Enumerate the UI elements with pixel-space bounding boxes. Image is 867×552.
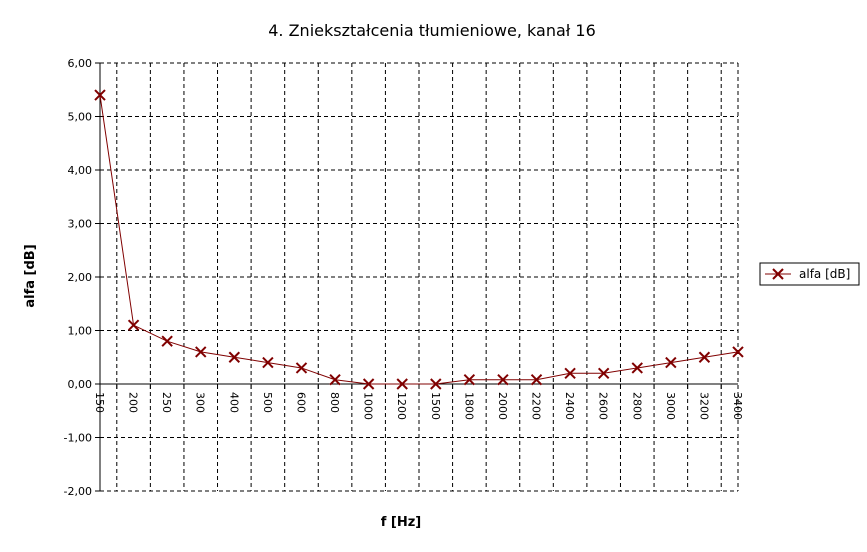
x-tick-label: 1200 [395,392,408,420]
data-point-stroke [329,374,341,386]
data-point-stroke [430,378,442,390]
data-point [262,356,274,369]
data-point-stroke [161,335,173,347]
data-point [564,367,576,380]
data-point-stroke [732,346,744,358]
x-tick-label: 800 [328,392,341,413]
data-point [698,351,711,363]
data-point-stroke [262,356,274,369]
data-point-stroke [195,346,207,358]
data-point [127,319,140,331]
x-tick-label: 250 [160,392,173,413]
data-point [430,378,442,390]
x-tick-label: 3200 [697,392,710,420]
y-tick-label: 0,00 [68,378,93,391]
data-point [295,362,308,374]
data-point [631,362,643,374]
data-point [195,346,207,358]
chart-title: 4. Zniekształcenia tłumieniowe, kanał 16 [268,21,596,40]
y-tick-label: -1,00 [64,432,92,445]
y-tick-label: 4,00 [68,164,93,177]
x-tick-label: 1500 [429,392,442,420]
data-point [362,378,375,390]
x-tick-label: 300 [194,392,207,413]
data-point-stroke [295,362,308,374]
x-tick-label: 3000 [664,392,677,420]
data-point [228,351,241,363]
x-tick-label: 400 [227,392,240,413]
legend-marker-icon [772,268,784,280]
x-tick-label: 1800 [462,392,475,420]
y-tick-label: 6,00 [68,57,93,70]
y-tick-label: 2,00 [68,271,93,284]
grid [100,62,739,492]
data-point [530,374,543,386]
data-point-stroke [497,374,509,386]
x-tick-label: 500 [261,392,274,413]
data-point-stroke [530,374,543,386]
legend: alfa [dB] [759,262,860,286]
data-point-stroke [631,362,643,374]
data-point-stroke [564,367,576,380]
data-point-stroke [228,351,241,363]
x-tick-labels: 150 200 250 300 400 500 600 800 1000 1200 1500 1800… [93,392,744,420]
y-axis-label: alfa [dB] [23,244,38,307]
data-point-stroke [698,351,711,363]
x-tick-label: 200 [127,392,140,413]
x-tick-label: 3400 [731,392,744,420]
x-tick-label: 1000 [362,392,375,420]
x-tick-label: 2400 [563,392,576,420]
y-tick-labels: 6,00 5,00 4,00 3,00 2,00 1,00 0,00 -1,00 -2,00 [64,57,92,498]
data-point [396,378,408,390]
data-point-stroke [362,378,375,390]
y-tick-label: 5,00 [68,111,93,124]
data-point-stroke [127,319,140,331]
series-line [99,95,739,385]
x-tick-label: 2600 [597,392,610,420]
x-tick-label: 2200 [530,392,543,420]
data-point [463,374,476,386]
legend-box [759,262,860,286]
legend-label: alfa [dB] [799,267,850,281]
x-tick-label: 600 [294,392,307,413]
data-point [597,367,610,380]
data-point-stroke [463,374,476,386]
data-point [665,356,677,369]
data-point [161,335,173,347]
x-tick-label: 150 [93,392,106,413]
data-point-stroke [597,367,610,380]
data-point [732,346,744,358]
data-point [329,374,341,386]
y-tick-label: 3,00 [68,218,93,231]
x-axis-label: f [Hz] [381,515,422,530]
data-point [94,89,106,101]
data-point-stroke [665,356,677,369]
x-tick-label: 2000 [496,392,509,420]
data-point-stroke [396,378,408,390]
x-tick-label: 2800 [630,392,643,420]
data-point [497,374,509,386]
data-point-stroke [94,89,106,101]
y-tick-label: 1,00 [68,325,93,338]
y-tick-label: -2,00 [64,485,92,498]
series [94,89,744,390]
